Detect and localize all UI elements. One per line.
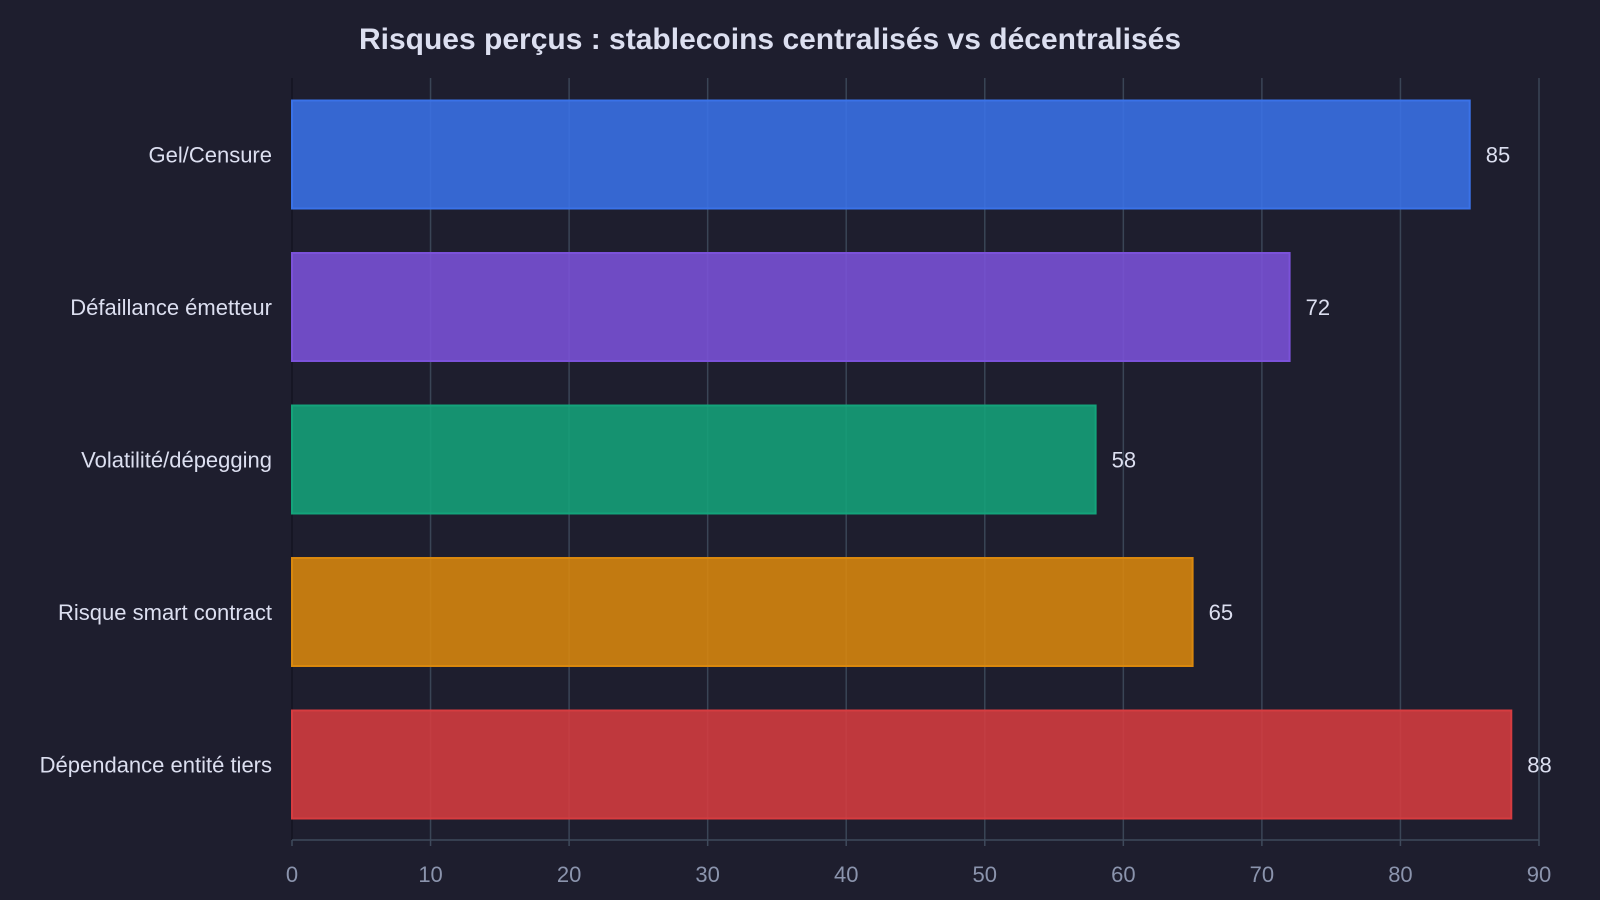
tick-layer: 0 10 20 30 40 50 60 70 80 90 <box>286 839 1551 887</box>
chart-title: Risques perçus : stablecoins centralisés… <box>359 23 1181 56</box>
x-tick-label-20: 20 <box>557 862 581 887</box>
x-tick-label-80: 80 <box>1388 862 1412 887</box>
x-tick-label-60: 60 <box>1111 862 1135 887</box>
label-layer: Gel/Censure 85 Défaillance émetteur 72 Volat… <box>40 143 1552 778</box>
bar-4 <box>291 557 1194 667</box>
x-tick-label-30: 30 <box>695 862 719 887</box>
x-tick-label-40: 40 <box>834 862 858 887</box>
x-tick-label-0: 0 <box>286 862 298 887</box>
x-tick-label-70: 70 <box>1250 862 1274 887</box>
bar-5 <box>291 709 1513 820</box>
bar-1 <box>291 99 1471 210</box>
bar-layer <box>291 99 1513 820</box>
x-tick-label-10: 10 <box>418 862 442 887</box>
category-label-5: Dépendance entité tiers <box>40 753 272 778</box>
bar-2 <box>291 252 1291 362</box>
value-label-5: 88 <box>1527 753 1551 778</box>
bar-3 <box>291 404 1097 515</box>
value-label-4: 65 <box>1209 600 1233 625</box>
value-label-3: 58 <box>1112 448 1136 473</box>
category-label-1: Gel/Censure <box>148 143 272 168</box>
category-label-2: Défaillance émetteur <box>70 295 272 320</box>
category-label-3: Volatilité/dépegging <box>81 448 272 473</box>
value-label-1: 85 <box>1486 143 1510 168</box>
value-label-2: 72 <box>1306 295 1330 320</box>
category-label-4: Risque smart contract <box>58 600 272 625</box>
x-tick-label-90: 90 <box>1527 862 1551 887</box>
x-tick-label-50: 50 <box>973 862 997 887</box>
